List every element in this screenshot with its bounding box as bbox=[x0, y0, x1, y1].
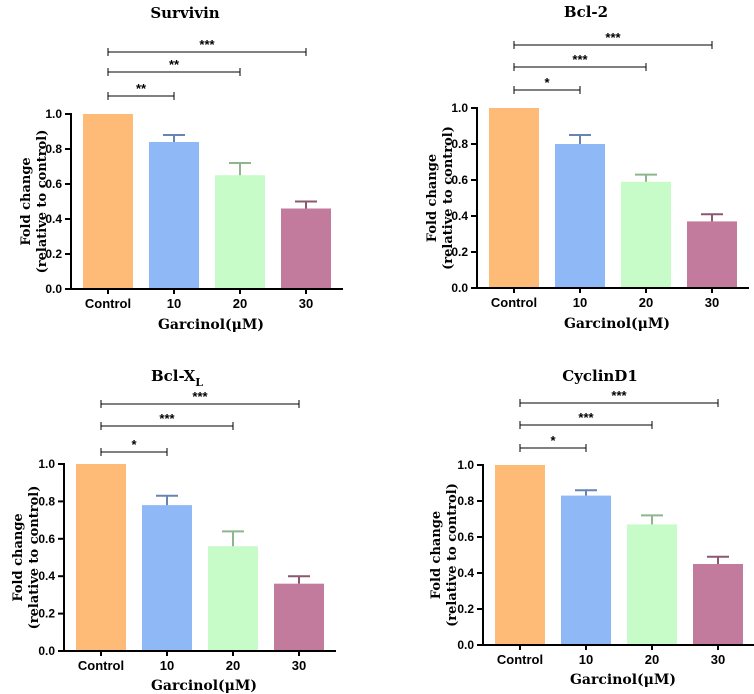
x-tick-label: 20 bbox=[226, 658, 240, 673]
y-tick-label: 0.4 bbox=[457, 566, 474, 580]
significance-stars: *** bbox=[199, 37, 215, 52]
chart-title-main: Bcl-2 bbox=[564, 3, 608, 21]
y-tick-label: 0.0 bbox=[38, 644, 55, 658]
x-tick-label: 30 bbox=[705, 295, 719, 310]
chart-title-main: Survivin bbox=[150, 4, 219, 22]
bar-30 bbox=[693, 564, 743, 645]
bar-10 bbox=[561, 495, 611, 645]
x-axis-label: Garcinol(μM) bbox=[158, 317, 264, 333]
y-tick-label: 0.8 bbox=[38, 494, 55, 508]
x-axis-label: Garcinol(μM) bbox=[564, 316, 670, 332]
chart-panel-4: CyclinD1 0.0 0.2 0.4 0.6 0.8 1.0 Control 10 20 30 G… bbox=[429, 367, 754, 688]
y-tick-label: 0.6 bbox=[38, 532, 55, 546]
bar-30 bbox=[687, 221, 737, 288]
chart-title: Bcl-2 bbox=[564, 3, 608, 21]
x-tick-label: 20 bbox=[639, 295, 653, 310]
y-tick-label: 0.2 bbox=[457, 602, 474, 616]
bar-20 bbox=[621, 181, 671, 288]
y-tick-label: 1.0 bbox=[38, 457, 55, 471]
y-tick-label: 0.2 bbox=[45, 247, 62, 261]
y-axis-label-line1: Fold change bbox=[11, 513, 26, 601]
bar-control bbox=[76, 464, 126, 651]
y-tick-label: 0.6 bbox=[451, 173, 468, 187]
y-axis-label-line2: (relative to control) bbox=[445, 483, 460, 627]
x-tick-label: 10 bbox=[160, 658, 174, 673]
chart-title: Bcl-XL bbox=[151, 367, 203, 389]
chart-panel-2: Bcl-2 0.0 0.2 0.4 0.6 0.8 1.0 Control 10 20 30 Garc… bbox=[425, 3, 749, 332]
chart-title: Survivin bbox=[150, 4, 219, 22]
y-tick-label: 0.2 bbox=[38, 607, 55, 621]
bar-20 bbox=[208, 546, 258, 651]
chart-panel-3: Bcl-XL 0.0 0.2 0.4 0.6 0.8 1.0 Control 10 20 30 Gar… bbox=[11, 367, 336, 694]
significance-stars: * bbox=[131, 437, 137, 452]
bar-30 bbox=[281, 208, 331, 289]
bar-10 bbox=[149, 142, 199, 289]
y-axis-label-line2: (relative to control) bbox=[27, 486, 42, 630]
y-tick-label: 0.0 bbox=[45, 282, 62, 296]
x-tick-label: 30 bbox=[711, 652, 725, 667]
y-tick-label: 0.8 bbox=[451, 137, 468, 151]
x-tick-label: 20 bbox=[645, 652, 659, 667]
y-tick-label: 0.4 bbox=[38, 569, 55, 583]
y-tick-label: 0.8 bbox=[45, 142, 62, 156]
y-tick-label: 0.4 bbox=[45, 212, 62, 226]
y-axis-label-line2: (relative to control) bbox=[35, 130, 50, 274]
significance-stars: *** bbox=[159, 411, 175, 426]
x-tick-label: 20 bbox=[233, 296, 247, 311]
y-tick-label: 1.0 bbox=[457, 458, 474, 472]
x-tick-label: 10 bbox=[167, 296, 181, 311]
y-axis-label-line1: Fold change bbox=[429, 511, 444, 599]
chart-title-main: CyclinD1 bbox=[562, 367, 638, 385]
bar-10 bbox=[555, 144, 605, 288]
chart-panel-1: Survivin 0.0 0.2 0.4 0.6 0.8 1.0 Control 10 20 30 G… bbox=[19, 4, 343, 333]
x-tick-label: Control bbox=[491, 295, 537, 310]
bar-30 bbox=[274, 583, 324, 651]
bar-10 bbox=[142, 505, 192, 651]
y-axis-label-line1: Fold change bbox=[425, 154, 440, 242]
significance-stars: ** bbox=[136, 81, 147, 96]
y-tick-label: 1.0 bbox=[45, 107, 62, 121]
y-tick-label: 0.2 bbox=[451, 245, 468, 259]
bar-control bbox=[489, 108, 539, 288]
x-tick-label: Control bbox=[497, 652, 543, 667]
y-tick-label: 0.6 bbox=[45, 177, 62, 191]
chart-title-subscript: L bbox=[195, 376, 203, 389]
bar-20 bbox=[627, 524, 677, 645]
y-tick-label: 1.0 bbox=[451, 101, 468, 115]
bar-20 bbox=[215, 175, 265, 289]
x-tick-label: Control bbox=[85, 296, 131, 311]
y-tick-label: 0.8 bbox=[457, 494, 474, 508]
x-tick-label: Control bbox=[78, 658, 124, 673]
chart-title-main: Bcl-X bbox=[151, 367, 196, 385]
y-axis-label-line2: (relative to control) bbox=[441, 126, 456, 270]
significance-stars: *** bbox=[605, 30, 621, 45]
y-tick-label: 0.0 bbox=[451, 281, 468, 295]
y-tick-label: 0.6 bbox=[457, 530, 474, 544]
x-axis-label: Garcinol(μM) bbox=[151, 678, 257, 694]
x-tick-label: 30 bbox=[299, 296, 313, 311]
x-tick-label: 30 bbox=[292, 658, 306, 673]
significance-stars: *** bbox=[192, 389, 208, 404]
x-tick-label: 10 bbox=[573, 295, 587, 310]
chart-title: CyclinD1 bbox=[562, 367, 638, 385]
x-axis-label: Garcinol(μM) bbox=[570, 672, 676, 688]
bar-control bbox=[83, 114, 133, 289]
significance-stars: * bbox=[544, 75, 550, 90]
significance-stars: *** bbox=[578, 410, 594, 425]
significance-stars: ** bbox=[169, 57, 180, 72]
x-tick-label: 10 bbox=[579, 652, 593, 667]
y-tick-label: 0.0 bbox=[457, 638, 474, 652]
significance-stars: *** bbox=[611, 388, 627, 403]
significance-stars: *** bbox=[572, 52, 588, 67]
y-tick-label: 0.4 bbox=[451, 209, 468, 223]
y-axis-label-line1: Fold change bbox=[19, 157, 34, 245]
significance-stars: * bbox=[550, 433, 556, 448]
bar-control bbox=[495, 465, 545, 645]
